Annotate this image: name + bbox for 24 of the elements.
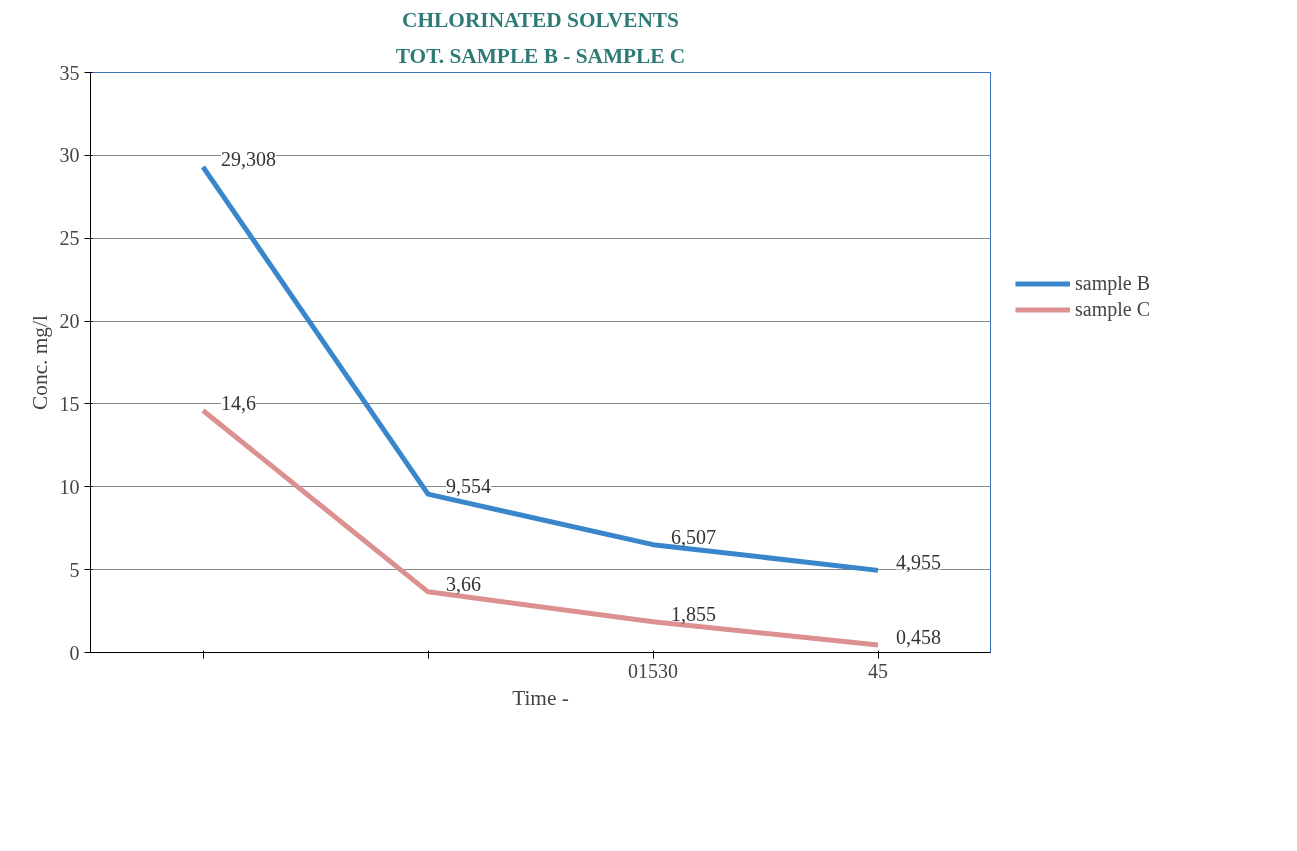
data-label: 0,458 bbox=[896, 625, 941, 648]
y-tick-label: 35 bbox=[59, 61, 80, 84]
legend-label: sample B bbox=[1075, 271, 1150, 295]
data-label: 14,6 bbox=[221, 391, 256, 414]
data-label: 29,308 bbox=[221, 147, 276, 170]
y-tick-label: 0 bbox=[69, 641, 80, 664]
data-label: 6,507 bbox=[671, 525, 716, 548]
y-tick-label: 30 bbox=[59, 144, 80, 167]
y-tick-label: 5 bbox=[69, 558, 80, 581]
chart-title: CHLORINATED SOLVENTS bbox=[402, 7, 679, 32]
data-label: 3,66 bbox=[446, 572, 481, 595]
x-axis-title: Time - bbox=[512, 685, 569, 710]
chart-subtitle: TOT. SAMPLE B - SAMPLE C bbox=[395, 43, 686, 68]
y-axis-title: Conc. mg/l bbox=[27, 315, 52, 410]
x-tick-label: 45 bbox=[868, 659, 888, 682]
y-tick-label: 10 bbox=[59, 475, 80, 498]
y-tick-label: 15 bbox=[59, 392, 80, 415]
y-tick-label: 20 bbox=[59, 310, 80, 333]
legend-label: sample C bbox=[1075, 297, 1150, 321]
data-label: 4,955 bbox=[896, 551, 941, 574]
data-label: 9,554 bbox=[446, 475, 491, 498]
data-label: 1,855 bbox=[671, 602, 716, 625]
y-tick-label: 25 bbox=[59, 227, 80, 250]
x-tick-label: 01530 bbox=[628, 659, 678, 682]
